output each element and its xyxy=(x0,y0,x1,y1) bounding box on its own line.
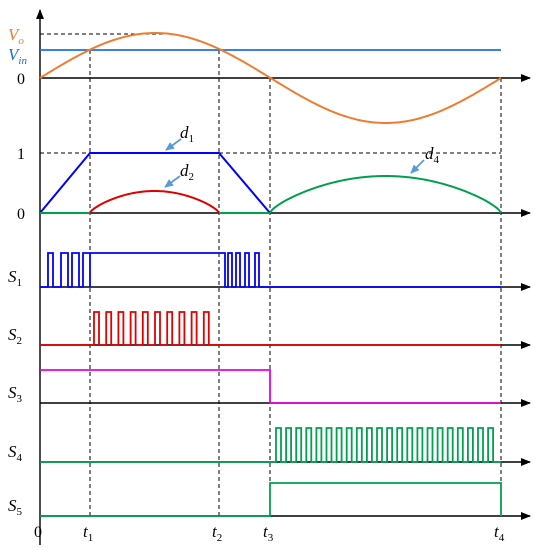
vin-label: Vin xyxy=(8,45,27,67)
d1-label: d1 xyxy=(180,123,194,145)
s2-waveform xyxy=(40,311,501,346)
t1-label: t1 xyxy=(83,522,93,544)
s1-waveform xyxy=(40,252,501,288)
t3-label: t3 xyxy=(263,522,274,544)
vo-curve xyxy=(39,31,502,125)
d2-label: d2 xyxy=(180,161,194,183)
s2-label: S2 xyxy=(8,325,22,347)
s1-label: S1 xyxy=(8,267,22,289)
s3-waveform xyxy=(40,369,501,404)
s4-waveform xyxy=(40,427,501,463)
origin-label: 0 xyxy=(34,524,42,541)
d1-curve xyxy=(39,152,271,214)
d4-leader-arrow xyxy=(410,159,425,174)
s4-label: S4 xyxy=(8,442,23,464)
zero-voltage-label: 0 xyxy=(17,71,25,88)
t4-label: t4 xyxy=(494,522,505,544)
zero-duty-label: 0 xyxy=(17,206,25,223)
s5-waveform xyxy=(40,482,502,517)
one-label: 1 xyxy=(17,146,25,163)
s5-label: S5 xyxy=(8,496,23,518)
d2-leader-arrow xyxy=(164,175,181,188)
t2-label: t2 xyxy=(212,522,222,544)
d1-leader-arrow xyxy=(165,138,182,151)
d4-label: d4 xyxy=(425,144,440,166)
vo-label: Vo xyxy=(8,25,24,47)
d4-curve xyxy=(269,174,502,214)
d2-curve xyxy=(89,189,220,214)
s3-label: S3 xyxy=(8,383,23,405)
